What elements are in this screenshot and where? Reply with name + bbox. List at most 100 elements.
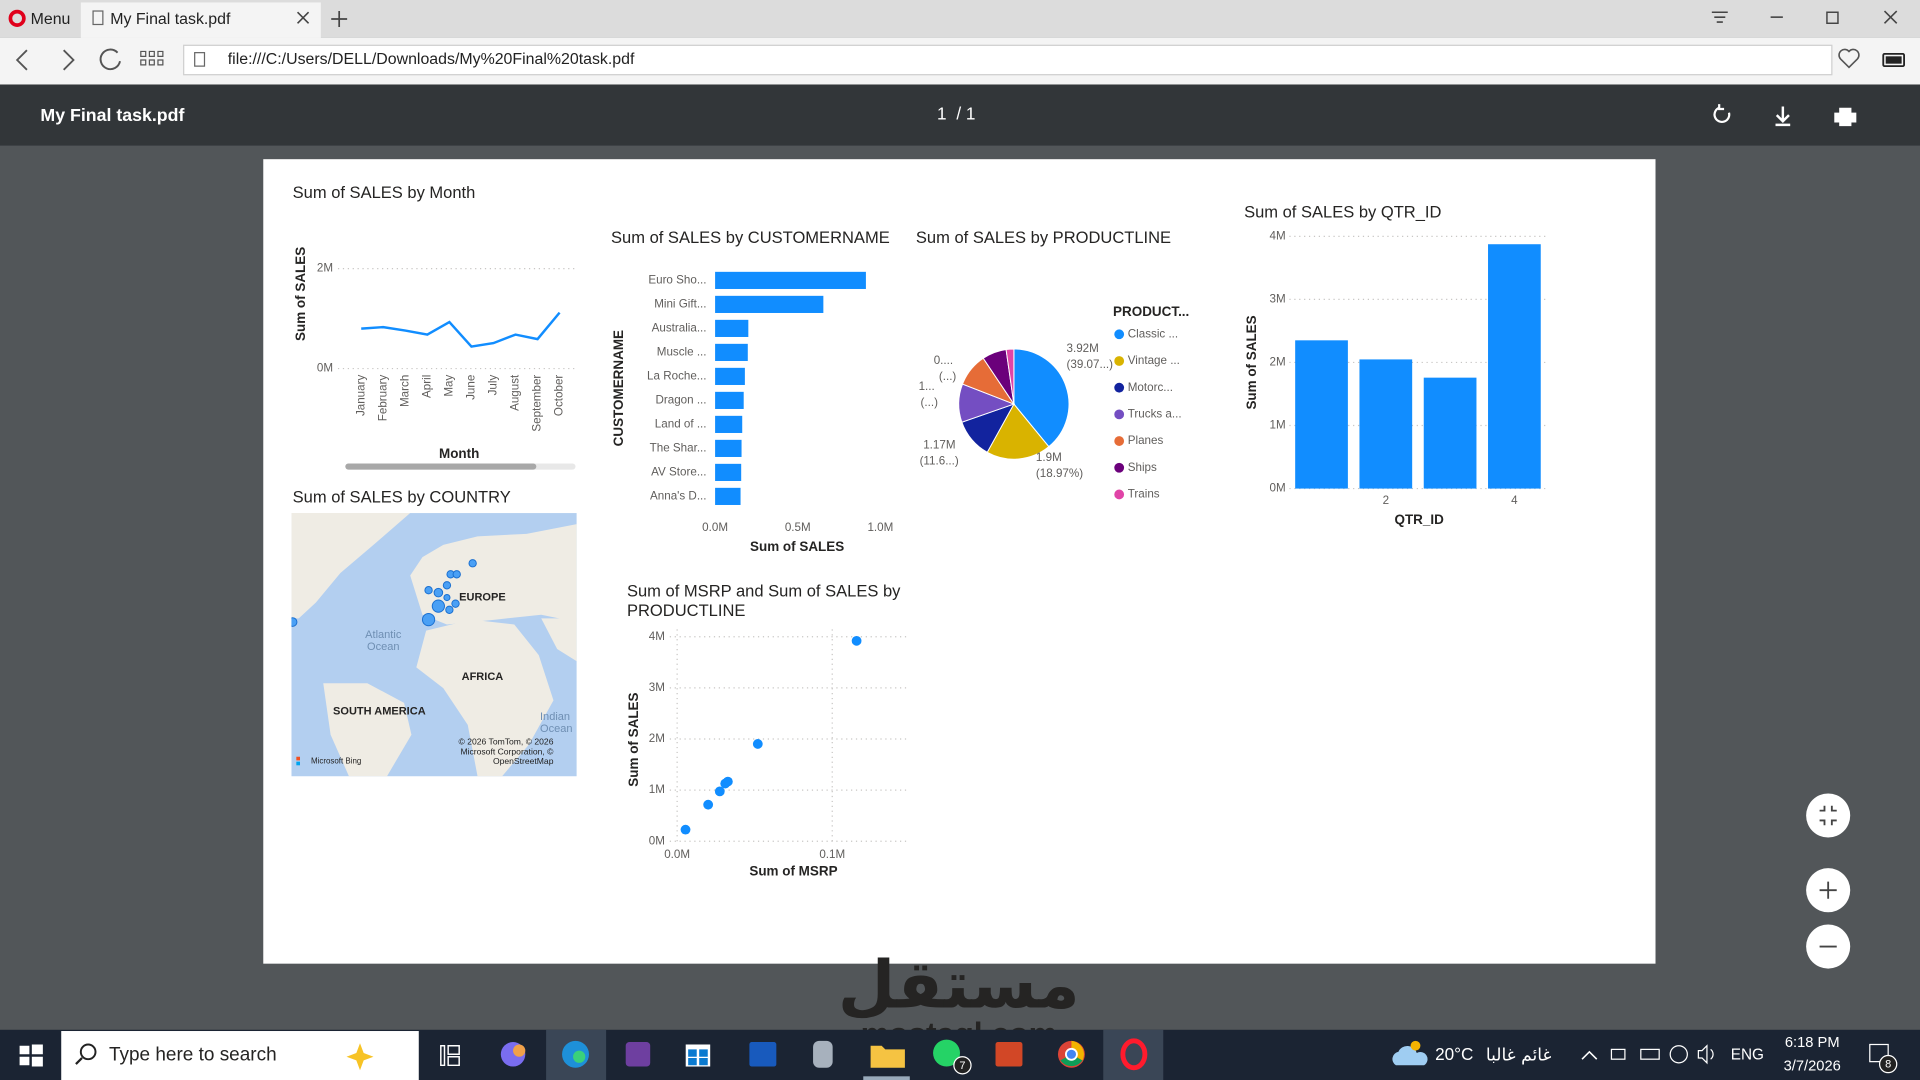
- y-axis-label: CUSTOMERNAME: [611, 330, 626, 446]
- language[interactable]: ENG: [1731, 1047, 1764, 1064]
- battery-level: [1885, 56, 1902, 64]
- y-tick-label: 3M: [649, 681, 665, 694]
- tray-icon[interactable]: [1610, 1048, 1626, 1060]
- opera[interactable]: [1120, 1038, 1148, 1071]
- legend-label[interactable]: Classic ...: [1128, 327, 1178, 340]
- copilot: [513, 1044, 526, 1057]
- chart-title: Sum of MSRP and Sum of SALES by PRODUCTL…: [626, 581, 901, 620]
- badge: [1878, 1054, 1898, 1074]
- app-icon[interactable]: [813, 1040, 833, 1068]
- data-label-line: (...): [939, 370, 957, 383]
- clock-date[interactable]: 3/7/2026: [1784, 1058, 1841, 1074]
- x-tick-label: 1.0M: [867, 521, 893, 534]
- map-bubble[interactable]: [468, 559, 477, 568]
- battery[interactable]: [1882, 52, 1905, 68]
- map[interactable]: EUROPE AFRICA SOUTH AMERICA Atlantic Oce…: [288, 513, 589, 777]
- legend-label[interactable]: Motorc...: [1128, 381, 1173, 394]
- close-window[interactable]: [1883, 10, 1898, 24]
- notifications[interactable]: [1869, 1043, 1889, 1063]
- x-tick-label: 0.0M: [702, 521, 728, 534]
- tray-battery[interactable]: [1640, 1048, 1660, 1060]
- map-bubble[interactable]: [421, 612, 436, 627]
- temperature[interactable]: 20°C: [1435, 1044, 1473, 1064]
- scatter-point: [703, 799, 714, 810]
- forward[interactable]: [63, 49, 75, 71]
- legend-label[interactable]: Ships: [1128, 461, 1157, 474]
- map-bubble[interactable]: [424, 586, 433, 595]
- tab-menu[interactable]: [1711, 11, 1728, 23]
- scatter-point: [680, 824, 691, 835]
- map-label: EUROPE: [459, 591, 506, 603]
- charts: Sum of SALES by Month 0M 2M January February…: [293, 183, 1547, 878]
- url-box[interactable]: [183, 44, 1833, 76]
- speed-dial[interactable]: [140, 50, 164, 66]
- map-attribution[interactable]: © 2026 TomTom, © 2026 Microsoft Corporat…: [458, 738, 554, 767]
- rotate[interactable]: [1713, 104, 1731, 124]
- map-bubbles: [288, 559, 477, 627]
- word[interactable]: [749, 1042, 777, 1067]
- chart-title-box: Sum of MSRP and Sum of SALES by PRODUCTL…: [626, 581, 901, 620]
- legend-label[interactable]: Planes: [1128, 434, 1164, 447]
- bar: [715, 295, 824, 313]
- bar: [715, 415, 743, 433]
- file-explorer[interactable]: [870, 1045, 905, 1068]
- weather-text[interactable]: غائم غالبا: [1486, 1046, 1552, 1066]
- data-label-line: 3.92M: [1067, 342, 1103, 355]
- task-view[interactable]: [440, 1044, 460, 1067]
- opera-logo[interactable]: [8, 9, 26, 27]
- tray-volume[interactable]: [1697, 1044, 1714, 1065]
- start-button[interactable]: [19, 1044, 43, 1067]
- legend-swatch: [1114, 382, 1125, 393]
- powerpoint[interactable]: [995, 1042, 1023, 1067]
- print[interactable]: [1834, 107, 1857, 127]
- store-logo: [688, 1049, 708, 1066]
- pie-slice: [986, 403, 1050, 460]
- map-bubble[interactable]: [288, 617, 298, 627]
- page-number[interactable]: 1: [937, 104, 947, 124]
- bookmark[interactable]: [1838, 48, 1860, 69]
- fit-button[interactable]: [1806, 793, 1851, 838]
- back[interactable]: [15, 49, 28, 71]
- legend-label[interactable]: Vintage ...: [1128, 354, 1180, 367]
- map-bubble[interactable]: [443, 594, 451, 602]
- legend-label[interactable]: Trains: [1128, 488, 1160, 501]
- x-tick-label: 2: [1383, 494, 1389, 507]
- map-bubble[interactable]: [431, 599, 445, 613]
- bar: [715, 319, 749, 337]
- tab-close[interactable]: [296, 11, 310, 24]
- data-label: 1.9M (18.97%): [1036, 451, 1083, 480]
- map-bubble[interactable]: [442, 581, 452, 590]
- data-label-line: (18.97%): [1036, 467, 1083, 480]
- weather-icon: [1410, 1040, 1421, 1051]
- new-tab[interactable]: [331, 11, 348, 27]
- tray-chevron[interactable]: [1581, 1050, 1598, 1060]
- bar: [1423, 377, 1477, 489]
- weather-icon[interactable]: [1392, 1045, 1428, 1066]
- data-label-line: 1.9M: [1036, 451, 1065, 464]
- map-bubble[interactable]: [452, 570, 461, 579]
- search-text[interactable]: Type here to search: [109, 1045, 277, 1066]
- bar: [715, 367, 745, 385]
- restore[interactable]: [1826, 11, 1839, 24]
- legend-swatch: [1114, 356, 1125, 366]
- url[interactable]: file:///C:/Users/DELL/Downloads/My%20Fin…: [228, 51, 635, 68]
- y-tick-label: Mini Gift...: [654, 297, 706, 310]
- line: [361, 311, 561, 348]
- map-bubble[interactable]: [451, 599, 460, 608]
- bar: [1488, 244, 1541, 489]
- whatsapp[interactable]: [933, 1039, 960, 1067]
- download[interactable]: [1775, 106, 1791, 127]
- reload[interactable]: [99, 48, 121, 71]
- legend-label[interactable]: Trucks a...: [1128, 407, 1182, 420]
- menu[interactable]: Menu: [31, 11, 71, 28]
- bar: [715, 439, 742, 457]
- clock-time[interactable]: 6:18 PM: [1785, 1035, 1840, 1051]
- active-tab[interactable]: [80, 2, 321, 38]
- map-bubble[interactable]: [433, 587, 444, 598]
- app-icon[interactable]: [625, 1042, 651, 1067]
- scrollbar-thumb[interactable]: [345, 463, 537, 470]
- app-indicator: [863, 1076, 910, 1080]
- tray-network[interactable]: [1669, 1045, 1688, 1064]
- map-bubble[interactable]: [445, 605, 454, 614]
